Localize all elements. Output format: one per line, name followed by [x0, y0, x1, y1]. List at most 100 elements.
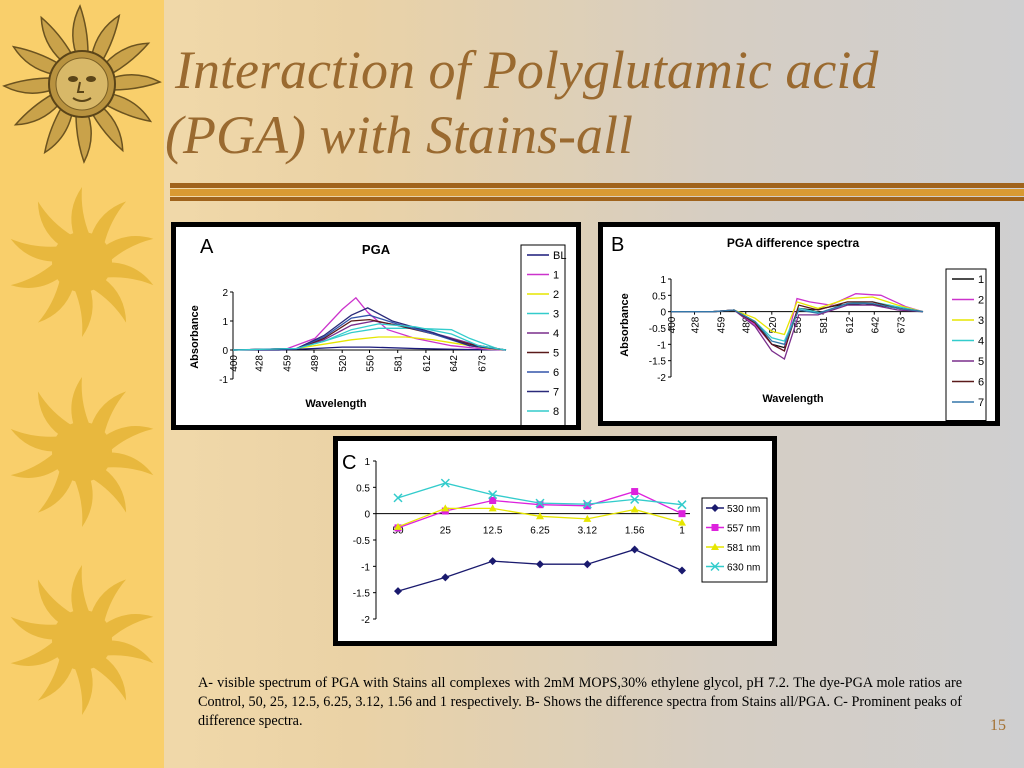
legend-label: 557 nm: [727, 524, 760, 535]
x-tick-label: 520: [768, 316, 779, 333]
x-tick-label: 612: [422, 355, 433, 372]
y-tick-label: 0: [364, 510, 370, 521]
x-tick-label: 489: [310, 355, 321, 372]
legend-label: 630 nm: [727, 563, 760, 574]
sun-icon: [10, 565, 154, 715]
data-point: [630, 545, 639, 554]
x-tick-label: 581: [819, 316, 830, 333]
x-axis-label: Wavelength: [762, 393, 824, 405]
data-point: [535, 498, 545, 508]
x-tick-label: 12.5: [483, 526, 503, 537]
legend-box: [945, 268, 987, 421]
chart-b: B PGA difference spectra 1 0.5 0 -0.5 -1 -1.5 -2…: [611, 234, 987, 421]
legend-box: [520, 244, 566, 429]
data-point: [536, 512, 544, 520]
x-tick-label: 25: [440, 526, 452, 537]
sun-icon: [10, 377, 154, 527]
sidebar-decoration: [0, 0, 164, 768]
x-tick-label: 642: [449, 355, 460, 372]
y-tick-label: -2: [657, 373, 666, 384]
data-point: [489, 497, 497, 504]
data-point: [441, 573, 450, 582]
panel-label: B: [611, 234, 624, 256]
y-tick-label: -1: [657, 340, 666, 351]
x-tick-label: 428: [254, 355, 265, 372]
series-line: [671, 302, 924, 346]
panel-label: C: [342, 452, 356, 474]
page-number: 15: [990, 717, 1006, 734]
chart-panel-c: C10.50-0.5-1-1.5-2502512.56.253.121.5615…: [333, 436, 777, 646]
x-tick-label: 581: [394, 355, 405, 372]
y-tick-label: 0.5: [356, 483, 370, 494]
slide-title: Interaction of Polyglutamic acid (PGA) w…: [165, 38, 1015, 168]
series-line: [232, 307, 507, 351]
x-tick-label: 673: [896, 316, 907, 333]
data-point: [536, 501, 544, 509]
legend-label: 5: [978, 356, 984, 368]
legend-label: BL: [553, 250, 566, 262]
x-tick-label: 6.25: [530, 526, 550, 537]
data-point: [583, 560, 592, 569]
x-tick-label: 489: [742, 316, 753, 333]
slide-title-line1: Interaction of Polyglutamic acid: [175, 40, 879, 100]
data-point: [394, 587, 402, 596]
data-point: [393, 493, 403, 503]
sun-medallion-icon: [2, 4, 162, 164]
legend-label: 581 nm: [727, 543, 760, 554]
legend-label: 2: [553, 289, 559, 301]
data-point: [441, 504, 450, 512]
y-tick-label: 1: [364, 457, 370, 468]
data-point: [630, 494, 640, 504]
data-point: [488, 504, 497, 512]
chart-title: PGA: [362, 242, 391, 257]
data-point: [440, 478, 450, 488]
x-tick-label: 400: [229, 355, 240, 372]
x-axis-label: Wavelength: [305, 398, 367, 410]
legend-label: 7: [978, 397, 984, 409]
legend-label: 5: [553, 348, 559, 360]
data-point: [394, 522, 402, 530]
y-tick-label: 1: [222, 317, 228, 328]
data-point: [488, 557, 497, 566]
slide-title-line2: (PGA) with Stains-all: [165, 104, 633, 165]
y-tick-label: 0.5: [652, 291, 666, 302]
data-point: [678, 566, 686, 575]
y-tick-label: -1.5: [353, 589, 371, 600]
chart-panel-a: A PGA 2 1 0 -1 400 428 459 489 520 550 581 612 642 673 W…: [171, 222, 581, 430]
y-tick-label: -1: [219, 375, 228, 386]
y-tick-label: -0.5: [353, 536, 371, 547]
x-tick-label: 428: [691, 316, 702, 333]
y-tick-label: -1.5: [649, 357, 667, 368]
data-point: [711, 524, 719, 531]
legend-label: 4: [978, 336, 984, 348]
title-divider: [170, 183, 1024, 201]
x-tick-label: 673: [477, 355, 488, 372]
x-tick-label: 459: [283, 355, 294, 372]
data-point: [630, 505, 639, 513]
legend-label: 7: [553, 387, 559, 399]
legend-label: 6: [978, 377, 984, 389]
legend-label: 4: [553, 328, 559, 340]
y-tick-label: -0.5: [649, 324, 667, 335]
y-axis-label: Absorbance: [189, 305, 201, 369]
x-tick-label: 400: [667, 316, 678, 333]
data-point: [488, 490, 498, 500]
x-tick-label: 1.56: [625, 526, 645, 537]
x-tick-label: 550: [793, 316, 804, 333]
y-tick-label: -2: [361, 615, 370, 626]
data-point: [678, 518, 686, 526]
x-tick-label: 642: [870, 316, 881, 333]
x-tick-label: 550: [366, 355, 377, 372]
data-point: [711, 504, 719, 512]
data-point: [711, 543, 719, 550]
legend-label: 530 nm: [727, 504, 760, 515]
legend-label: 2: [978, 295, 984, 307]
x-tick-label: 459: [717, 316, 728, 333]
y-tick-label: -1: [361, 562, 370, 573]
data-point: [582, 499, 592, 509]
legend-label: 6: [553, 367, 559, 379]
data-point: [710, 561, 720, 572]
x-tick-label: 3.12: [578, 526, 598, 537]
data-point: [678, 510, 686, 518]
